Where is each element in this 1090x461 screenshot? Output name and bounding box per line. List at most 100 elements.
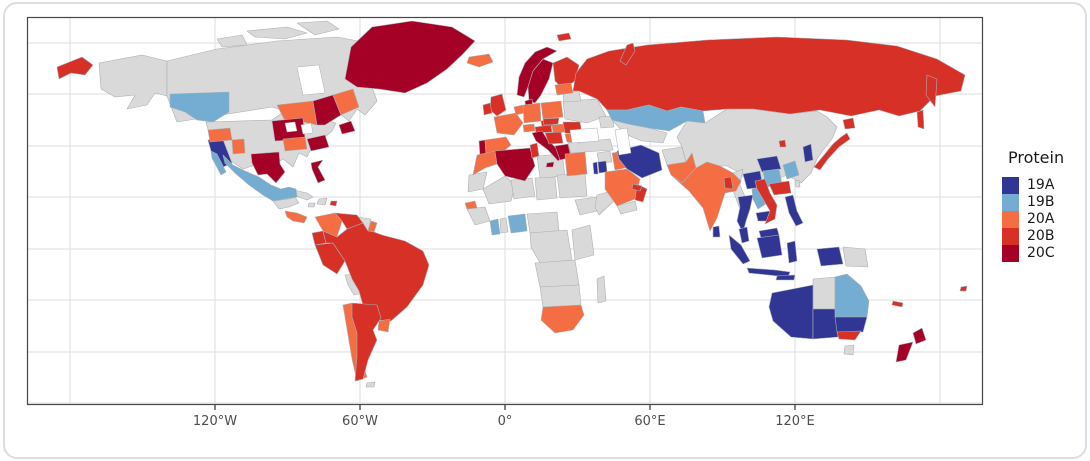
region-puerto-rico bbox=[329, 200, 338, 207]
region-tasmania bbox=[843, 344, 855, 356]
region-colombia bbox=[314, 212, 343, 238]
region-jamaica bbox=[307, 202, 316, 208]
region-falklands bbox=[365, 381, 376, 388]
region-australia-western bbox=[768, 284, 814, 340]
region-south-korea bbox=[802, 143, 814, 163]
region-syria bbox=[596, 150, 613, 164]
region-caucasus bbox=[598, 115, 615, 129]
region-philippines bbox=[784, 194, 804, 227]
region-peru bbox=[314, 242, 346, 275]
x-tick-label-120w: 120°W bbox=[193, 414, 237, 429]
region-png bbox=[842, 246, 869, 268]
region-poland bbox=[540, 100, 564, 120]
region-togo-benin bbox=[499, 217, 509, 234]
region-east-africa bbox=[571, 224, 595, 261]
region-us-florida bbox=[310, 159, 326, 184]
region-sudan bbox=[556, 173, 588, 199]
region-japan bbox=[813, 132, 851, 171]
region-southern-africa bbox=[539, 284, 582, 308]
region-indonesia-sulawesi bbox=[786, 240, 798, 264]
region-canada-nova-scotia bbox=[338, 120, 356, 135]
region-indonesia-java bbox=[746, 267, 791, 278]
region-arctic-islands-3 bbox=[216, 34, 248, 48]
region-indonesia-west-papua bbox=[816, 246, 844, 267]
legend-item-20c: 20C bbox=[1002, 245, 1064, 262]
x-tick-label-60e: 60°E bbox=[634, 414, 665, 429]
legend-label-20c: 20C bbox=[1027, 245, 1055, 261]
region-croatia-serbia bbox=[544, 131, 564, 145]
region-australia-victoria bbox=[836, 330, 862, 341]
region-nigeria bbox=[507, 213, 528, 234]
region-arctic-islands-2 bbox=[296, 20, 340, 36]
region-us-texas bbox=[250, 151, 286, 184]
region-netherlands-belgium bbox=[513, 104, 525, 116]
country-shapes bbox=[56, 20, 968, 388]
region-egypt bbox=[564, 151, 588, 177]
map-panel bbox=[26, 16, 984, 406]
panel-border bbox=[26, 16, 984, 406]
region-austria bbox=[534, 124, 553, 134]
region-slovakia bbox=[542, 117, 560, 126]
legend-swatch-19b bbox=[1002, 194, 1019, 211]
region-thailand bbox=[736, 194, 754, 234]
region-china-guangdong bbox=[768, 180, 792, 196]
region-kazakhstan bbox=[606, 104, 706, 132]
legend-item-19a: 19A bbox=[1002, 177, 1064, 194]
legend-label-19a: 19A bbox=[1027, 177, 1055, 193]
region-tunisia bbox=[529, 142, 540, 159]
region-mexico bbox=[222, 154, 298, 202]
great-lakes-east bbox=[300, 122, 314, 135]
region-morocco bbox=[472, 150, 498, 176]
region-norway bbox=[516, 46, 558, 98]
region-indonesia-sumatra bbox=[728, 234, 751, 265]
legend-label-20a: 20A bbox=[1027, 211, 1055, 227]
region-new-caledonia bbox=[891, 300, 904, 308]
region-us-virginia bbox=[306, 134, 330, 152]
region-us-utah bbox=[231, 138, 246, 155]
region-ghana bbox=[489, 218, 501, 236]
region-malaysia bbox=[738, 226, 750, 244]
region-indonesia-lesser-sunda bbox=[775, 274, 796, 281]
region-australia-south bbox=[812, 308, 839, 340]
region-uae bbox=[631, 183, 643, 192]
x-tick-label-120e: 120°E bbox=[775, 414, 815, 429]
caspian-sea bbox=[614, 127, 632, 156]
region-us-ohio-valley bbox=[282, 136, 308, 152]
region-france bbox=[493, 112, 524, 136]
region-russia-chukotka-west bbox=[56, 56, 94, 80]
region-vietnam bbox=[754, 178, 778, 225]
region-ukraine bbox=[562, 98, 607, 124]
region-ireland bbox=[482, 102, 493, 116]
region-jordan bbox=[597, 160, 608, 174]
region-fiji bbox=[959, 285, 968, 292]
region-australia-nsw bbox=[834, 316, 868, 333]
legend-item-20b: 20B bbox=[1002, 228, 1064, 245]
region-indonesia-borneo bbox=[756, 234, 783, 259]
region-brazil bbox=[322, 222, 430, 322]
region-novaya-zemlya bbox=[619, 42, 636, 66]
legend: Protein 19A 19B 20A 20B 20C bbox=[1002, 148, 1064, 262]
region-arctic-islands-1 bbox=[246, 26, 308, 40]
region-hungary bbox=[551, 123, 566, 134]
region-costa-rica-panama bbox=[284, 210, 308, 224]
region-taiwan bbox=[794, 179, 801, 188]
legend-swatch-20c bbox=[1002, 245, 1019, 262]
hudson-bay bbox=[296, 64, 326, 96]
great-lakes bbox=[284, 121, 298, 133]
region-australia-nt bbox=[812, 276, 836, 310]
region-niger bbox=[510, 177, 536, 200]
x-axis-tick-marks bbox=[214, 405, 796, 410]
region-mexico-baja bbox=[210, 150, 227, 176]
legend-swatch-20b bbox=[1002, 228, 1019, 245]
region-hispaniola bbox=[316, 197, 328, 206]
region-south-africa bbox=[540, 304, 585, 334]
region-baltics bbox=[554, 82, 574, 96]
region-india bbox=[670, 161, 742, 232]
region-angola-zambia bbox=[534, 259, 580, 288]
region-new-zealand-south bbox=[895, 341, 914, 363]
region-switzerland bbox=[522, 123, 536, 133]
region-us-oregon-idaho bbox=[207, 127, 233, 143]
region-uruguay bbox=[377, 318, 391, 333]
